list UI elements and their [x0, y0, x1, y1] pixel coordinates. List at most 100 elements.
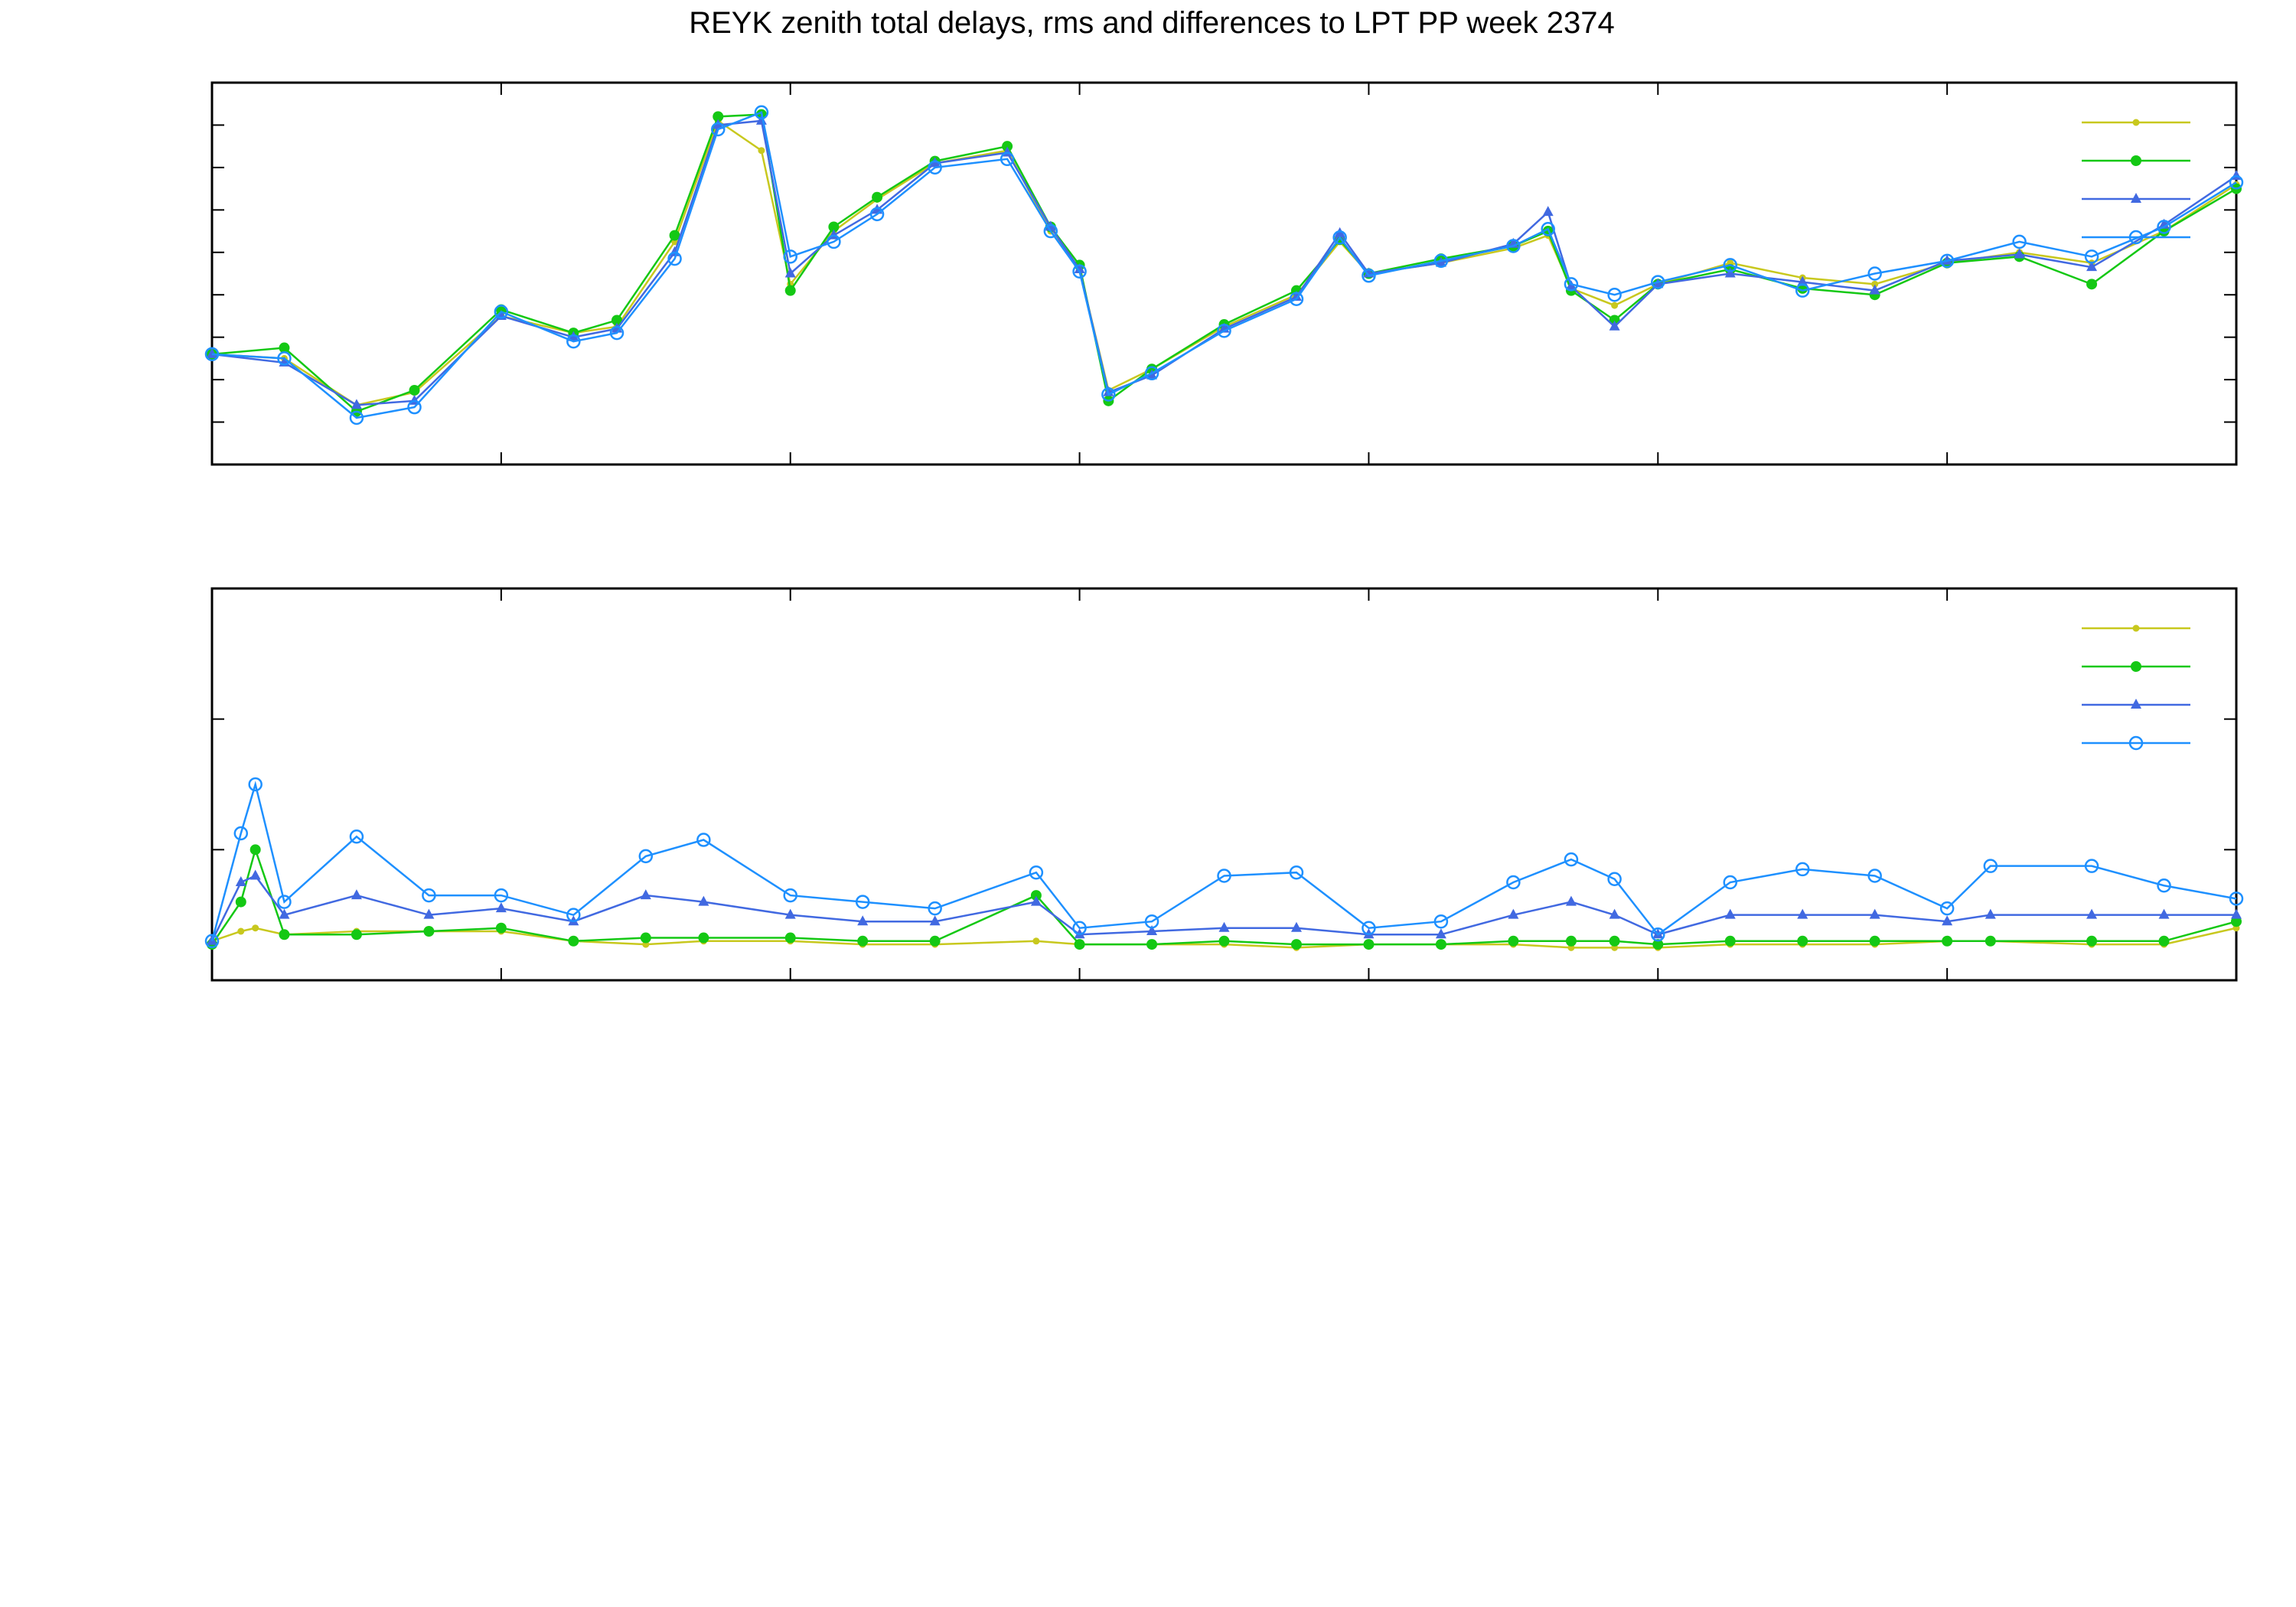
data-point — [277, 351, 292, 366]
data-point — [2229, 175, 2244, 190]
legend-marker — [2131, 155, 2141, 166]
data-point — [2086, 908, 2098, 919]
series-line — [211, 111, 2237, 419]
data-point — [1433, 253, 1449, 269]
legend-marker — [2132, 624, 2140, 632]
data-point — [1072, 264, 1087, 279]
data-point — [827, 234, 841, 249]
data-point — [568, 935, 579, 947]
data-point — [1289, 865, 1304, 880]
data-point — [409, 384, 420, 396]
data-point — [1435, 939, 1446, 950]
data-point — [1867, 869, 1882, 883]
data-point — [1217, 869, 1231, 883]
data-point — [1144, 366, 1159, 381]
data-point — [1871, 280, 1879, 288]
data-point — [1435, 928, 1446, 939]
data-point — [1611, 302, 1619, 309]
data-point — [249, 869, 261, 880]
data-point — [1074, 939, 1085, 950]
data-point — [1506, 875, 1521, 890]
data-point — [713, 111, 724, 122]
legend-marker — [2132, 119, 2140, 126]
data-point — [1218, 921, 1230, 932]
data-point — [1072, 921, 1087, 935]
data-point — [1652, 939, 1664, 950]
data-point — [1218, 935, 1230, 947]
data-point — [667, 251, 682, 266]
data-point — [783, 249, 797, 264]
data-point — [1101, 387, 1116, 402]
data-point — [277, 895, 292, 909]
data-point — [2084, 859, 2099, 873]
data-point — [279, 908, 290, 919]
data-point — [2084, 249, 2099, 264]
data-point — [609, 325, 625, 341]
data-point — [784, 908, 796, 919]
data-point — [1867, 266, 1882, 281]
data-point — [758, 147, 765, 155]
data-point — [204, 347, 220, 362]
data-point — [1146, 939, 1158, 950]
data-point — [857, 935, 869, 947]
data-point — [351, 929, 362, 940]
data-point — [1723, 258, 1737, 272]
data-point — [1290, 939, 1302, 950]
data-point — [1795, 862, 1810, 877]
data-point — [1797, 275, 1808, 286]
data-point — [1609, 935, 1620, 947]
data-point — [1362, 921, 1376, 935]
data-point — [1332, 230, 1347, 245]
data-point — [1002, 141, 1013, 152]
data-point — [1797, 908, 1808, 919]
data-point — [1146, 925, 1158, 935]
data-point — [1651, 927, 1665, 942]
data-point — [1541, 222, 1555, 236]
data-point — [351, 399, 362, 409]
data-point — [1724, 935, 1736, 947]
plot-frame — [210, 81, 2238, 466]
data-point — [423, 908, 435, 919]
data-point — [1290, 290, 1302, 301]
data-point — [1985, 908, 1996, 919]
data-point — [2157, 878, 2171, 893]
legend-marker — [2128, 735, 2144, 751]
data-point — [1290, 921, 1302, 932]
data-point — [784, 932, 796, 944]
data-point — [2014, 248, 2025, 259]
data-point — [1609, 320, 1620, 331]
data-point — [248, 777, 263, 792]
data-point — [754, 105, 769, 120]
data-point — [1939, 901, 1955, 916]
data-point — [640, 932, 651, 944]
data-point — [669, 230, 680, 241]
data-point — [495, 922, 507, 934]
data-point — [1289, 292, 1304, 307]
data-point — [1795, 283, 1810, 298]
data-point — [349, 410, 364, 425]
data-point — [1609, 908, 1620, 919]
data-point — [1939, 253, 1955, 269]
data-point — [1565, 935, 1577, 947]
data-point — [249, 844, 261, 856]
legend-marker — [2131, 193, 2141, 203]
data-point — [2086, 935, 2098, 947]
series-line — [210, 781, 2237, 942]
series-line — [210, 846, 2237, 946]
data-point — [1983, 859, 1998, 873]
legend-marker — [2128, 230, 2144, 245]
data-point — [2231, 916, 2242, 927]
data-point — [1942, 935, 1953, 947]
data-point — [698, 895, 709, 906]
data-point — [1869, 935, 1880, 947]
data-point — [233, 826, 249, 841]
data-point — [828, 221, 840, 233]
data-point — [1723, 875, 1737, 890]
data-point — [1508, 935, 1519, 947]
data-point — [235, 876, 246, 886]
data-point — [928, 160, 942, 175]
data-point — [237, 927, 245, 935]
data-point — [1651, 275, 1665, 289]
data-point — [2086, 261, 2098, 272]
data-point — [423, 926, 435, 937]
